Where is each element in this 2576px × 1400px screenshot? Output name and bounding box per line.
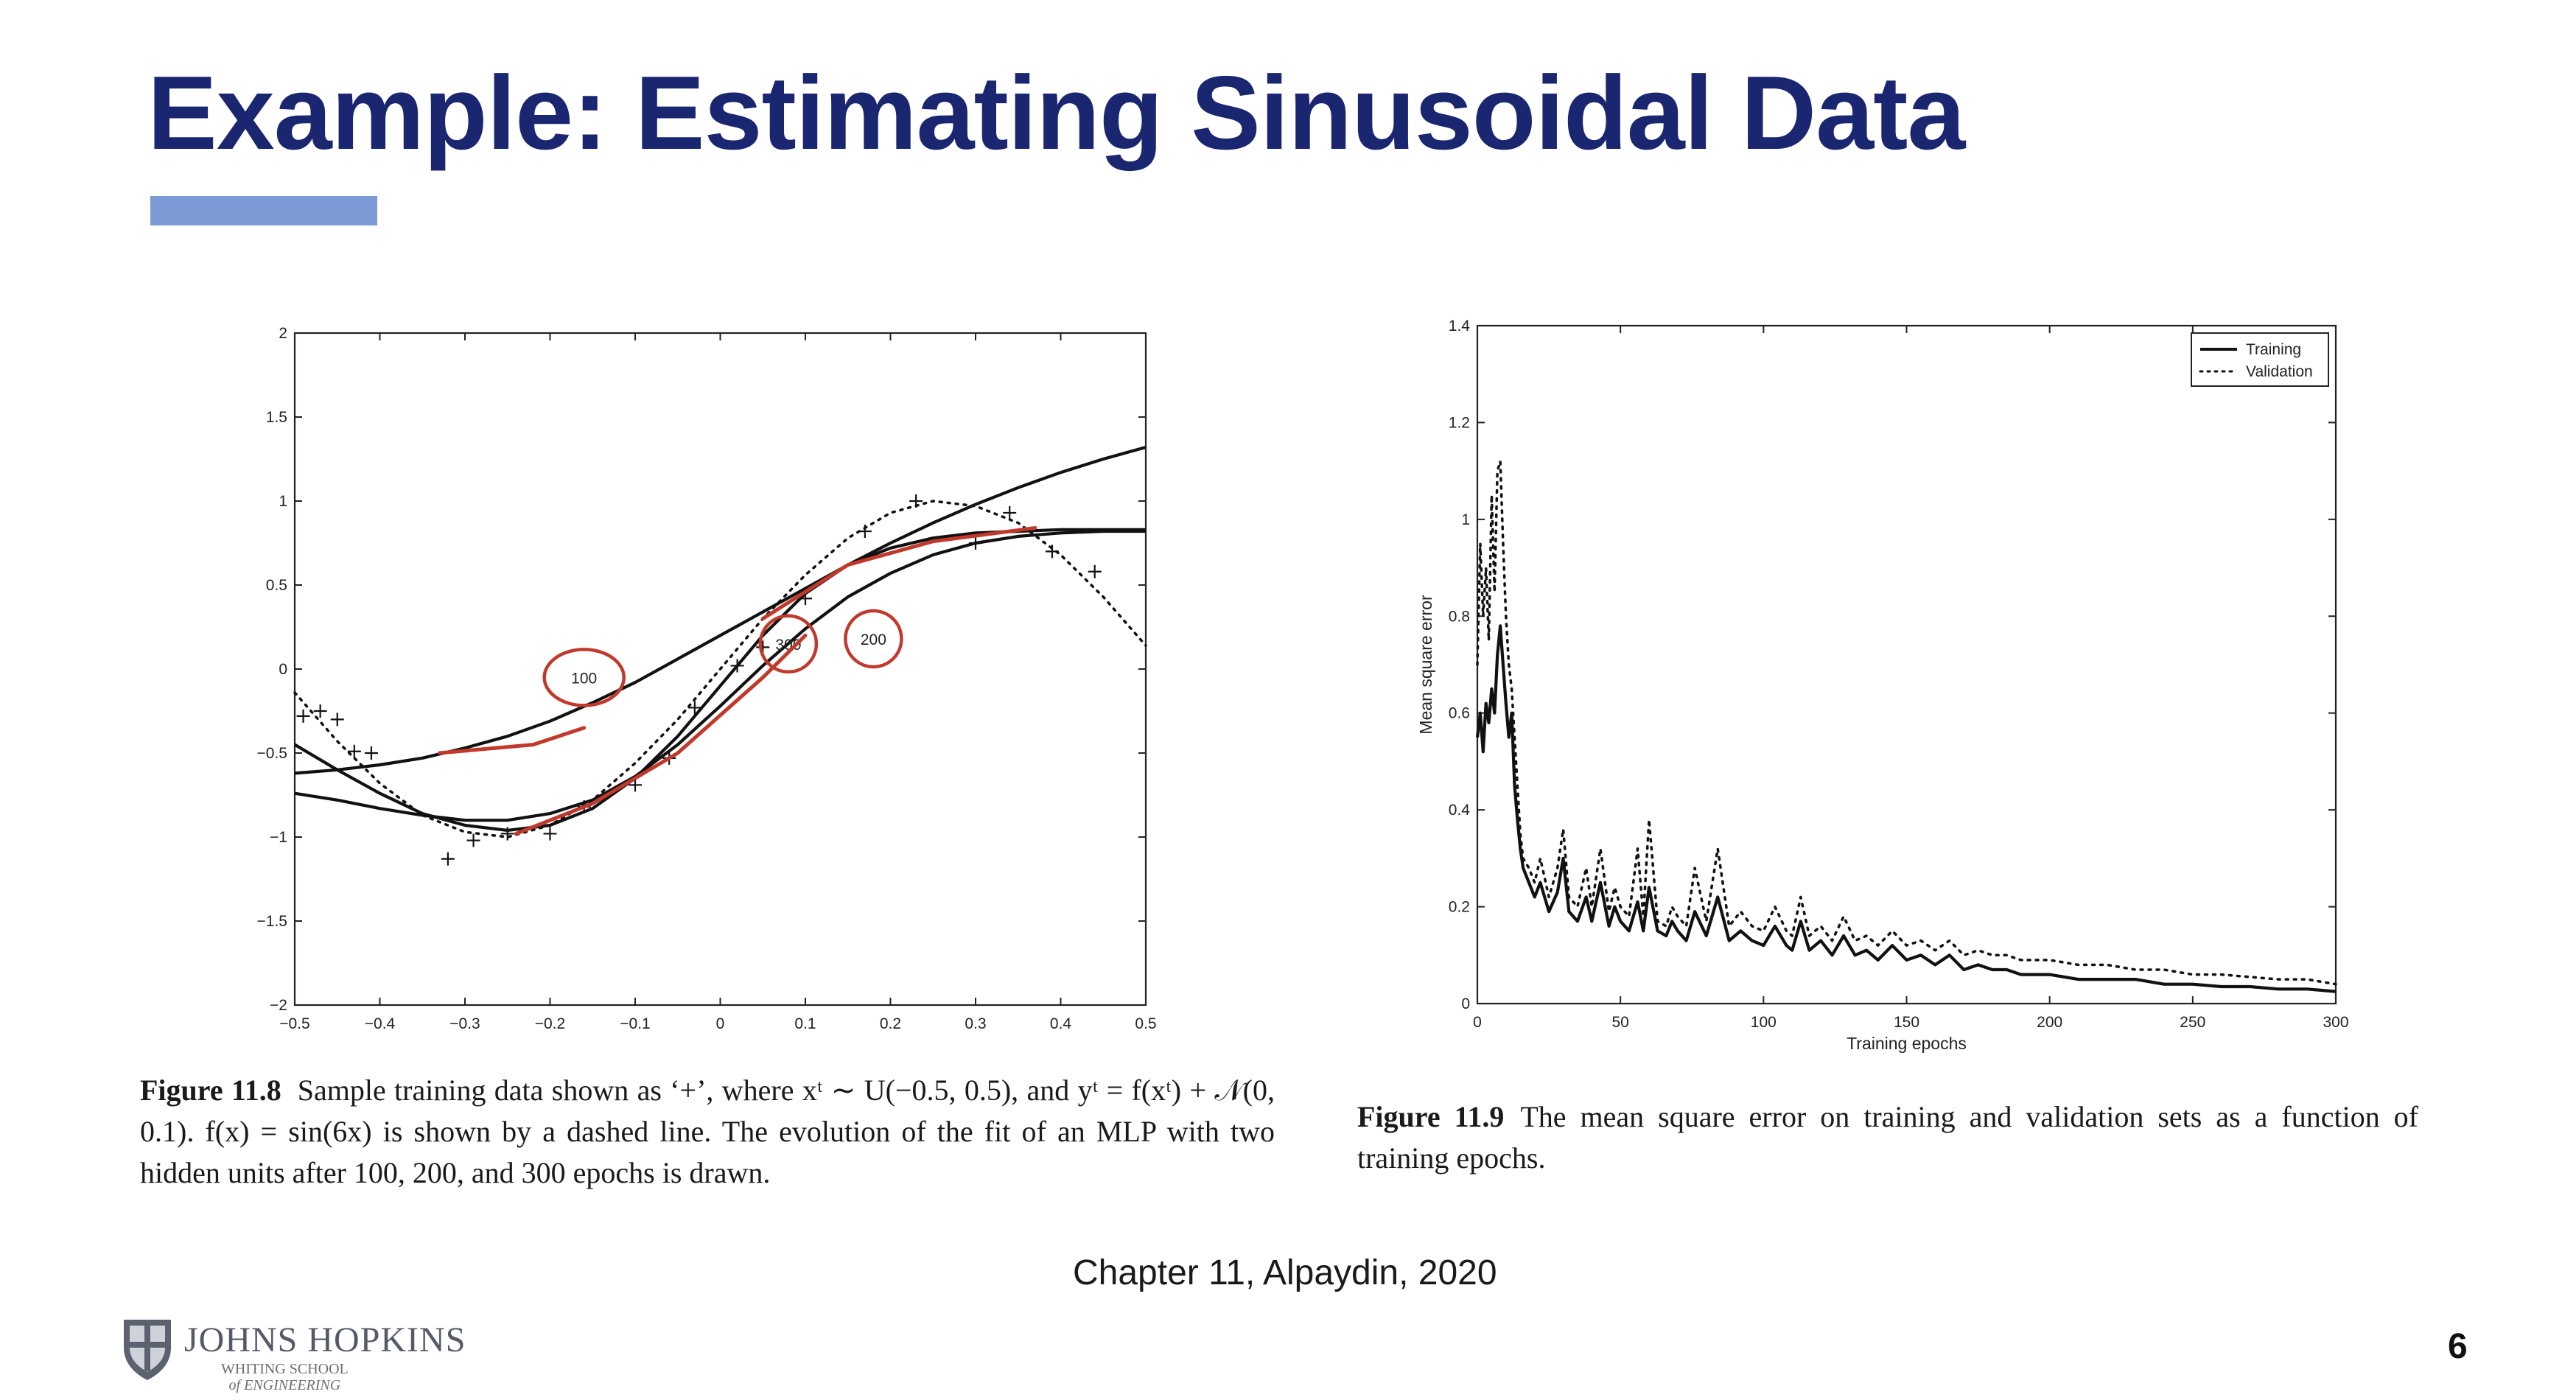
left-data-point xyxy=(347,744,361,758)
logo-sub-line-1: WHITING SCHOOL xyxy=(221,1361,349,1377)
right-y-tick-label: 0.6 xyxy=(1449,705,1470,722)
left-y-tick-label: 0.5 xyxy=(266,577,287,594)
left-data-point xyxy=(364,746,378,760)
right-y-tick-label: 0.2 xyxy=(1449,899,1470,916)
annotation-circle xyxy=(542,648,626,707)
right-chart-legend: Training Validation xyxy=(2191,332,2329,387)
left-chart-series xyxy=(293,445,1147,866)
left-x-tick-label: −0.3 xyxy=(449,1015,480,1032)
annotation-stroke xyxy=(437,726,587,755)
right-series-validation xyxy=(1476,460,2337,986)
left-data-point xyxy=(1003,505,1017,519)
right-x-tick-label: 50 xyxy=(1611,1014,1628,1031)
left-y-tick-label: −2 xyxy=(270,997,287,1014)
left-chart-axes: −0.5 −0.4 −0.3 −0.2 −0.1 0 0.1 0.2 0.3 0.4 0.5 −2 −1… xyxy=(257,325,1157,1032)
legend-box xyxy=(2191,332,2329,387)
shield-icon xyxy=(124,1320,171,1380)
left-data-point xyxy=(799,592,812,606)
left-data-point xyxy=(1045,545,1059,559)
left-x-tick-label: 0.1 xyxy=(794,1015,816,1032)
annotation-circle xyxy=(844,609,903,669)
logo-name: JOHNS HOPKINS xyxy=(184,1320,466,1359)
right-y-tick-label: 1 xyxy=(1461,511,1470,528)
left-series-line-3 xyxy=(293,528,1146,832)
left-data-point xyxy=(313,704,327,718)
left-y-tick-label: 1.5 xyxy=(266,409,287,426)
left-data-point xyxy=(629,778,642,792)
left-x-tick-label: −0.4 xyxy=(365,1015,396,1032)
left-series-line-1 xyxy=(294,445,1147,775)
left-data-point xyxy=(969,536,982,550)
left-data-point xyxy=(858,525,872,539)
left-data-point xyxy=(543,827,557,841)
annotation-stroke xyxy=(760,526,1037,621)
page-number: 6 xyxy=(2448,1327,2468,1366)
left-data-point xyxy=(730,659,744,673)
legend-label-validation: Validation xyxy=(2246,363,2313,380)
left-x-tick-label: 0.3 xyxy=(965,1015,986,1032)
left-y-tick-label: −1.5 xyxy=(257,913,287,930)
annotation-label-100: 100 xyxy=(571,670,597,687)
left-data-point xyxy=(1088,564,1102,578)
left-x-tick-label: −0.5 xyxy=(279,1015,309,1032)
right-x-tick-label: 100 xyxy=(1751,1014,1777,1031)
left-x-tick-label: 0.2 xyxy=(880,1015,901,1032)
left-x-tick-label: −0.2 xyxy=(535,1015,565,1032)
right-x-tick-label: 150 xyxy=(1894,1014,1919,1031)
left-y-tick-label: 2 xyxy=(279,325,287,342)
right-x-axis-label: Training epochs xyxy=(1847,1034,1967,1053)
figure-left-text: Sample training data shown as ‘+’, where… xyxy=(140,1074,1275,1189)
left-x-tick-label: −0.1 xyxy=(620,1015,650,1032)
left-x-tick-label: 0 xyxy=(716,1015,725,1032)
right-x-tick-label: 0 xyxy=(1473,1014,1482,1031)
annotation-label-300: 300 xyxy=(775,637,801,654)
figure-right-label: Figure 11.9 xyxy=(1357,1100,1505,1133)
figure-right-text: The mean square error on training and va… xyxy=(1357,1100,2419,1175)
left-data-point xyxy=(330,713,344,727)
right-y-axis-label: Mean square error xyxy=(1416,595,1435,735)
left-data-point xyxy=(687,701,701,715)
right-x-tick-label: 300 xyxy=(2323,1014,2348,1031)
right-y-tick-label: 1.4 xyxy=(1449,318,1471,335)
left-series-line-0 xyxy=(293,500,1147,839)
left-data-point xyxy=(296,709,310,723)
source-citation: Chapter 11, Alpaydin, 2020 xyxy=(1073,1253,1497,1292)
left-data-point xyxy=(500,827,514,841)
left-y-tick-label: −0.5 xyxy=(257,745,287,762)
left-chart-annotations: 100 200 300 xyxy=(437,526,1037,836)
left-series-line-2 xyxy=(294,529,1146,822)
annotation-label-200: 200 xyxy=(861,631,886,648)
right-y-tick-label: 0.8 xyxy=(1449,608,1470,625)
left-x-tick-label: 0.5 xyxy=(1135,1015,1156,1032)
left-x-tick-label: 0.4 xyxy=(1050,1015,1072,1032)
university-logo: JOHNS HOPKINS WHITING SCHOOL of ENGINEER… xyxy=(118,1315,465,1396)
left-data-point xyxy=(466,833,480,847)
chart-mse-epochs: 0 50 100 150 200 250 300 0 0.2 0.4 0.6 0.8 1 1.2 1.4 Tr… xyxy=(1416,318,2349,1053)
chart-sinusoidal-fit: −0.5 −0.4 −0.3 −0.2 −0.1 0 0.1 0.2 0.3 0.4 0.5 −2 −1… xyxy=(257,325,1157,1032)
left-y-tick-label: 1 xyxy=(279,493,287,510)
right-x-tick-label: 200 xyxy=(2037,1014,2062,1031)
right-x-tick-label: 250 xyxy=(2180,1014,2205,1031)
right-chart-axes: 0 50 100 150 200 250 300 0 0.2 0.4 0.6 0.8 1 1.2 1.4 Tr… xyxy=(1416,318,2349,1053)
left-data-point xyxy=(909,494,923,508)
left-y-tick-label: 0 xyxy=(279,661,287,678)
annotation-circle xyxy=(758,614,819,674)
figure-right-caption: Figure 11.9 The mean square error on trai… xyxy=(1357,1096,2418,1179)
figure-left-caption: Figure 11.8 Sample training data shown as… xyxy=(140,1070,1275,1194)
logo-sub-line-2: of ENGINEERING xyxy=(228,1377,341,1393)
right-series-training xyxy=(1475,624,2337,993)
right-y-tick-label: 1.2 xyxy=(1449,414,1470,431)
logo-subtitle: WHITING SCHOOL of ENGINEERING xyxy=(221,1361,349,1393)
annotation-stroke xyxy=(514,633,808,836)
left-y-tick-label: −1 xyxy=(270,829,287,846)
right-y-tick-label: 0.4 xyxy=(1449,802,1471,819)
figure-left-label: Figure 11.8 xyxy=(140,1074,281,1107)
left-data-point xyxy=(441,852,455,866)
slide-title: Example: Estimating Sinusoidal Data xyxy=(147,55,1965,172)
right-plot-frame xyxy=(1476,324,2337,1005)
legend-label-training: Training xyxy=(2246,341,2301,358)
right-y-tick-label: 0 xyxy=(1461,995,1470,1012)
title-accent-bar xyxy=(150,196,377,225)
right-chart-series xyxy=(1475,460,2337,993)
